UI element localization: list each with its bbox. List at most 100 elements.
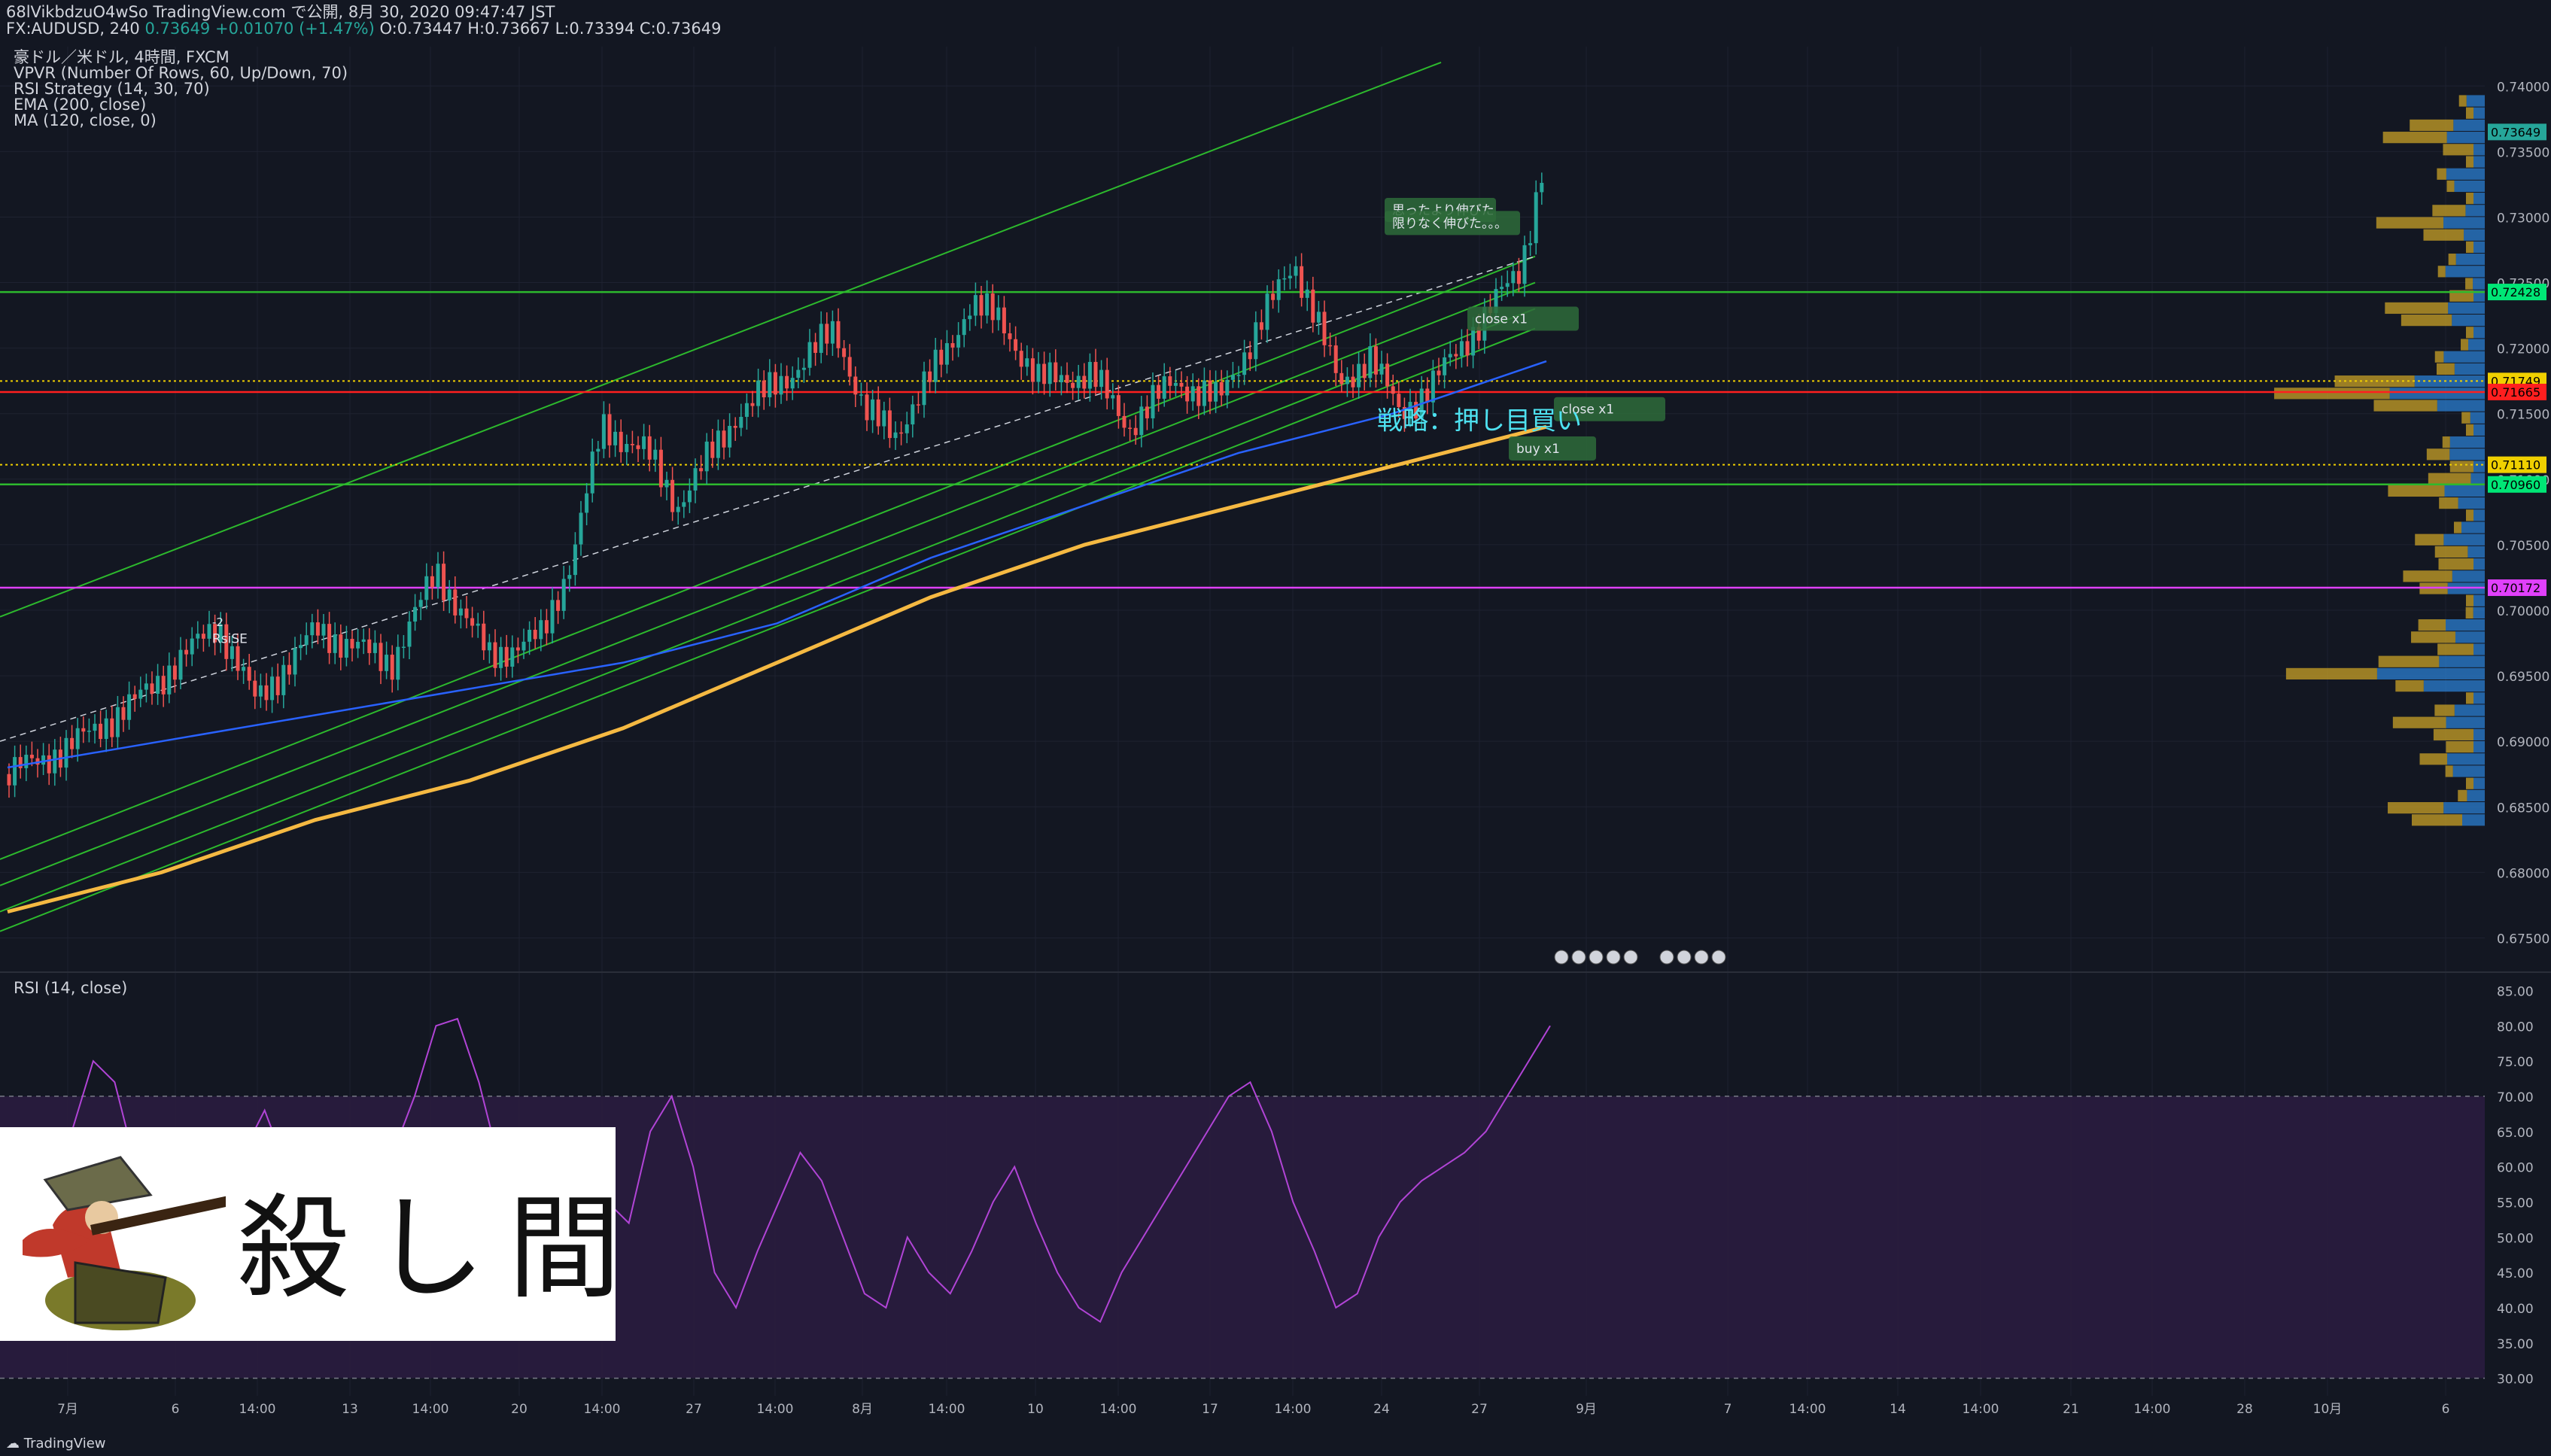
vp-up-bar bbox=[2466, 95, 2485, 107]
annotation-box bbox=[1385, 211, 1520, 236]
candle-body bbox=[853, 376, 858, 395]
indicator-label[interactable]: EMA (200, close) bbox=[14, 96, 147, 114]
vp-up-bar bbox=[2454, 180, 2485, 193]
vp-down-bar bbox=[2419, 753, 2448, 765]
x-tick-label: 21 bbox=[2063, 1402, 2079, 1417]
candle-body bbox=[1505, 283, 1510, 287]
candle-body bbox=[493, 642, 497, 668]
vp-up-bar bbox=[2473, 327, 2485, 339]
vp-down-bar bbox=[2392, 716, 2446, 728]
candle-body bbox=[310, 622, 315, 636]
vp-up-bar bbox=[2452, 315, 2485, 327]
candle-body bbox=[1476, 327, 1481, 341]
candle-body bbox=[1002, 307, 1006, 333]
candle-body bbox=[1208, 380, 1212, 402]
candle-body bbox=[236, 646, 240, 671]
x-tick-label: 6 bbox=[172, 1402, 180, 1417]
candle-body bbox=[401, 646, 406, 649]
candle-body bbox=[356, 641, 360, 649]
last-price: 0.73649 bbox=[144, 20, 211, 38]
vp-down-bar bbox=[2466, 692, 2473, 704]
tradingview-logo[interactable]: ☁ TradingView bbox=[6, 1436, 106, 1451]
candle-body bbox=[1225, 379, 1230, 396]
candle-body bbox=[1373, 346, 1378, 375]
vp-up-bar bbox=[2473, 728, 2485, 741]
ohlc: O:0.73447 H:0.73667 L:0.73394 C:0.73649 bbox=[379, 20, 722, 38]
candle-body bbox=[658, 449, 663, 488]
candle-body bbox=[1516, 271, 1521, 284]
x-tick-label: 14:00 bbox=[1789, 1402, 1826, 1417]
candle-body bbox=[979, 295, 984, 316]
indicator-label[interactable]: RSI Strategy (14, 30, 70) bbox=[14, 80, 210, 98]
candle-body bbox=[1471, 327, 1476, 356]
rsi-y-tick-label: 80.00 bbox=[2497, 1020, 2534, 1035]
symbol-line: FX:AUDUSD, 240 0.73649 +0.01070 (+1.47%)… bbox=[6, 20, 722, 38]
candle-body bbox=[1128, 427, 1133, 429]
vp-down-bar bbox=[2449, 290, 2473, 302]
vp-down-bar bbox=[2466, 509, 2473, 521]
price-label: 0.70172 bbox=[2491, 581, 2540, 595]
candle-body bbox=[1465, 341, 1470, 356]
vp-up-bar bbox=[2443, 801, 2485, 814]
vp-down-bar bbox=[2458, 789, 2467, 801]
indicator-label[interactable]: VPVR (Number Of Rows, 60, Up/Down, 70) bbox=[14, 64, 348, 82]
vp-down-bar bbox=[2433, 728, 2473, 741]
candle-body bbox=[928, 371, 932, 382]
candle-body bbox=[716, 430, 720, 458]
x-tick-label: 8月 bbox=[852, 1402, 873, 1417]
candle-body bbox=[1082, 375, 1087, 389]
candle-body bbox=[1454, 354, 1458, 357]
vp-up-bar bbox=[2473, 643, 2485, 655]
vp-up-bar bbox=[2444, 485, 2485, 497]
vp-up-bar bbox=[2445, 266, 2485, 278]
vp-down-bar bbox=[2436, 363, 2455, 375]
vp-up-bar bbox=[2448, 302, 2485, 315]
candle-body bbox=[573, 544, 577, 576]
vp-down-bar bbox=[2423, 229, 2464, 241]
candle-body bbox=[1122, 415, 1127, 428]
candle-body bbox=[1179, 382, 1184, 387]
rsi-title[interactable]: RSI (14, close) bbox=[14, 979, 128, 997]
candle-body bbox=[499, 646, 503, 668]
candle-body bbox=[1282, 278, 1287, 280]
candle-body bbox=[418, 600, 423, 607]
candle-body bbox=[1242, 352, 1247, 375]
candle-body bbox=[990, 293, 995, 321]
vp-down-bar bbox=[2461, 339, 2469, 351]
candle-body bbox=[733, 425, 737, 428]
vp-down-bar bbox=[2388, 485, 2445, 497]
candle-body bbox=[630, 443, 634, 445]
rsi-line bbox=[7, 1017, 1551, 1324]
vp-up-bar bbox=[2453, 119, 2485, 132]
vp-down-bar bbox=[2438, 558, 2473, 570]
x-tick-label: 9月 bbox=[1576, 1402, 1597, 1417]
candle-body bbox=[601, 414, 606, 449]
candle-body bbox=[670, 479, 675, 512]
candle-body bbox=[1511, 271, 1516, 284]
candle-body bbox=[413, 606, 418, 622]
candle-body bbox=[1025, 358, 1029, 367]
candle-body bbox=[1162, 376, 1166, 399]
candle-body bbox=[1271, 293, 1276, 300]
candle-body bbox=[550, 600, 555, 634]
candle-body bbox=[922, 371, 926, 406]
candle-body bbox=[339, 634, 343, 658]
vp-down-bar bbox=[2446, 741, 2473, 753]
annotation-text: close x1 bbox=[1475, 312, 1528, 327]
candle-body bbox=[1448, 354, 1452, 357]
candle-body bbox=[693, 468, 698, 491]
vp-down-bar bbox=[2415, 533, 2444, 546]
candle-body bbox=[768, 372, 772, 398]
vp-up-bar bbox=[2389, 388, 2485, 400]
publish-line: 68lVikbdzuO4wSo TradingView.com で公開, 8月 … bbox=[6, 3, 555, 21]
vp-down-bar bbox=[2334, 375, 2415, 388]
indicator-label[interactable]: 豪ドル／米ドル, 4時間, FXCM bbox=[14, 48, 230, 66]
candle-body bbox=[1328, 345, 1333, 347]
indicator-label[interactable]: MA (120, close, 0) bbox=[14, 111, 157, 129]
candle-body bbox=[544, 620, 549, 634]
candle-body bbox=[556, 600, 561, 611]
candle-body bbox=[1173, 382, 1178, 386]
symbol[interactable]: FX:AUDUSD, 240 bbox=[6, 20, 140, 38]
vp-down-bar bbox=[2461, 412, 2470, 424]
candle-body bbox=[968, 315, 972, 320]
